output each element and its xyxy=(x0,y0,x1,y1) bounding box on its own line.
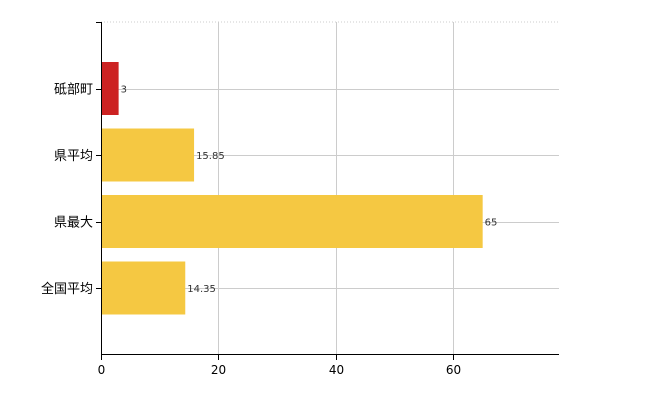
bar[interactable] xyxy=(101,128,195,182)
bar[interactable] xyxy=(101,62,119,115)
x-tick-label: 20 xyxy=(211,363,226,377)
bar-value-label: 14.35 xyxy=(187,284,216,295)
bar-value-label: 3 xyxy=(121,85,127,96)
category-label: 県平均 xyxy=(54,149,93,164)
bar-value-label: 65 xyxy=(485,218,498,229)
axes xyxy=(96,22,559,360)
bars xyxy=(101,62,483,315)
category-label: 全国平均 xyxy=(41,281,93,297)
bar[interactable] xyxy=(101,261,186,315)
x-tick-label: 40 xyxy=(329,363,344,377)
bar[interactable] xyxy=(101,195,483,248)
bar-value-label: 15.85 xyxy=(196,151,225,162)
category-label: 砥部町 xyxy=(54,83,93,98)
x-tick-label: 0 xyxy=(98,363,106,377)
x-tick-label: 60 xyxy=(446,363,461,377)
category-label: 県最大 xyxy=(54,216,93,231)
